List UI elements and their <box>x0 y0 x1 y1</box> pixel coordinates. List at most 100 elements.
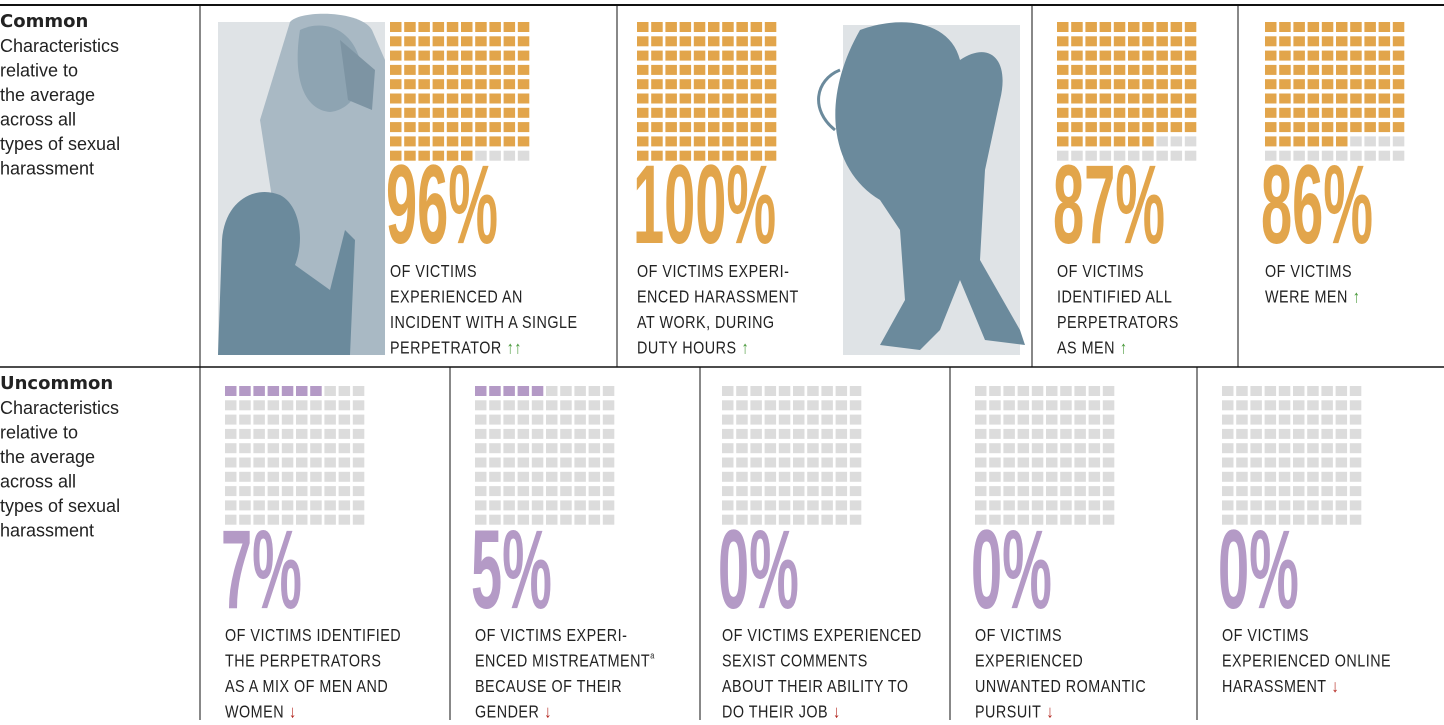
waffle-cell-empty <box>475 415 487 425</box>
waffle-cell-empty <box>503 429 515 439</box>
waffle-cell-empty <box>574 386 586 396</box>
waffle-cell-filled <box>751 108 763 118</box>
waffle-cell-filled <box>475 122 487 132</box>
waffle-cell-filled <box>1293 22 1305 32</box>
waffle-cell-filled <box>665 36 677 46</box>
waffle-cell-empty <box>765 386 777 396</box>
waffle-cell-empty <box>836 458 848 468</box>
waffle-cell-empty <box>1379 136 1391 146</box>
waffle-cell-empty <box>489 472 501 482</box>
waffle-cell-filled <box>1293 79 1305 89</box>
waffle-cell-empty <box>1060 400 1072 410</box>
waffle-cell-filled <box>1071 94 1083 104</box>
waffle-cell-filled <box>1085 51 1097 61</box>
waffle-cell-empty <box>750 386 762 396</box>
waffle-cell-empty <box>1222 486 1234 496</box>
waffle-cell-empty <box>489 443 501 453</box>
waffle-cell-filled <box>1350 22 1362 32</box>
waffle-cell-empty <box>1060 386 1072 396</box>
waffle-cell-empty <box>975 415 987 425</box>
waffle-cell-empty <box>779 458 791 468</box>
waffle-cell-empty <box>546 429 558 439</box>
caption-line: OF VICTIMS EXPERIENCED <box>722 627 922 646</box>
waffle-cell-filled <box>680 108 692 118</box>
waffle-cell-empty <box>503 458 515 468</box>
waffle-cell-empty <box>1307 400 1319 410</box>
waffle-cell-empty <box>1265 472 1277 482</box>
waffle-cell-empty <box>736 486 748 496</box>
waffle-cell-empty <box>574 458 586 468</box>
waffle-cell-empty <box>1018 415 1030 425</box>
waffle-cell-empty <box>239 472 251 482</box>
waffle-cell-empty <box>807 515 819 525</box>
waffle-cell-empty <box>574 429 586 439</box>
waffle-cell-filled <box>694 36 706 46</box>
waffle-cell-empty <box>975 429 987 439</box>
waffle-cell-empty <box>750 458 762 468</box>
waffle <box>225 386 364 525</box>
waffle-cell-empty <box>1236 458 1248 468</box>
waffle-cell-empty <box>1265 386 1277 396</box>
waffle-cell-empty <box>1350 515 1362 525</box>
caption-line: EXPERIENCED ONLINE <box>1222 652 1391 671</box>
big-percent: 0% <box>718 507 799 632</box>
waffle-cell-filled <box>447 65 459 75</box>
waffle-cell-empty <box>1222 429 1234 439</box>
waffle-cell-empty <box>1279 429 1291 439</box>
waffle-cell-empty <box>310 500 322 510</box>
waffle-cell-empty <box>282 472 294 482</box>
waffle-cell-filled <box>504 94 515 104</box>
waffle-cell-empty <box>765 472 777 482</box>
waffle-cell-empty <box>603 400 615 410</box>
waffle-cell-empty <box>850 386 862 396</box>
waffle-cell-empty <box>1032 472 1044 482</box>
waffle-cell-empty <box>1032 443 1044 453</box>
waffle-cell-filled <box>489 122 501 132</box>
waffle-cell-filled <box>404 51 416 61</box>
waffle-cell-empty <box>560 400 572 410</box>
waffle <box>975 386 1114 525</box>
waffle-cell-filled <box>518 94 530 104</box>
waffle-cell-filled <box>1322 94 1334 104</box>
waffle-cell-empty <box>807 429 819 439</box>
waffle-cell-empty <box>722 429 734 439</box>
waffle-cell-empty <box>736 458 748 468</box>
waffle-cell-filled <box>651 79 663 89</box>
waffle-cell-empty <box>1393 151 1405 161</box>
waffle-cell-empty <box>793 415 805 425</box>
waffle-cell-filled <box>461 22 473 32</box>
waffle-cell-filled <box>1171 94 1183 104</box>
waffle-cell-filled <box>722 51 734 61</box>
waffle-cell-filled <box>1293 65 1305 75</box>
caption-line: PERPETRATORS <box>1057 314 1179 333</box>
waffle-cell-filled <box>418 122 430 132</box>
waffle-cell-filled <box>225 386 237 396</box>
waffle-cell-filled <box>1171 51 1183 61</box>
waffle-cell-empty <box>1265 486 1277 496</box>
waffle-cell-filled <box>708 79 720 89</box>
waffle-cell-filled <box>1279 51 1291 61</box>
waffle-cell-empty <box>850 472 862 482</box>
waffle-cell-filled <box>1156 65 1168 75</box>
caption-line: EXPERIENCED AN <box>390 288 523 307</box>
waffle-cell-filled <box>1279 108 1291 118</box>
waffle-cell-filled <box>489 51 501 61</box>
waffle-cell-filled <box>433 108 445 118</box>
waffle-cell-empty <box>807 486 819 496</box>
waffle-cell-empty <box>310 458 322 468</box>
waffle-cell-empty <box>1074 386 1086 396</box>
page: CommonCharacteristicsrelative tothe aver… <box>0 0 1444 725</box>
big-percent: 100% <box>633 142 776 267</box>
row-description: relative to <box>0 61 78 81</box>
waffle-cell-filled <box>1085 108 1097 118</box>
waffle-cell-filled <box>1322 79 1334 89</box>
waffle-cell-empty <box>722 415 734 425</box>
waffle-cell-filled <box>736 79 748 89</box>
waffle-cell-empty <box>1060 443 1072 453</box>
waffle-cell-filled <box>1308 79 1320 89</box>
waffle-cell-empty <box>339 472 351 482</box>
waffle-cell-empty <box>750 429 762 439</box>
waffle-cell-filled <box>1071 122 1083 132</box>
row-description: harassment <box>0 521 94 541</box>
waffle-cell-filled <box>1308 108 1320 118</box>
